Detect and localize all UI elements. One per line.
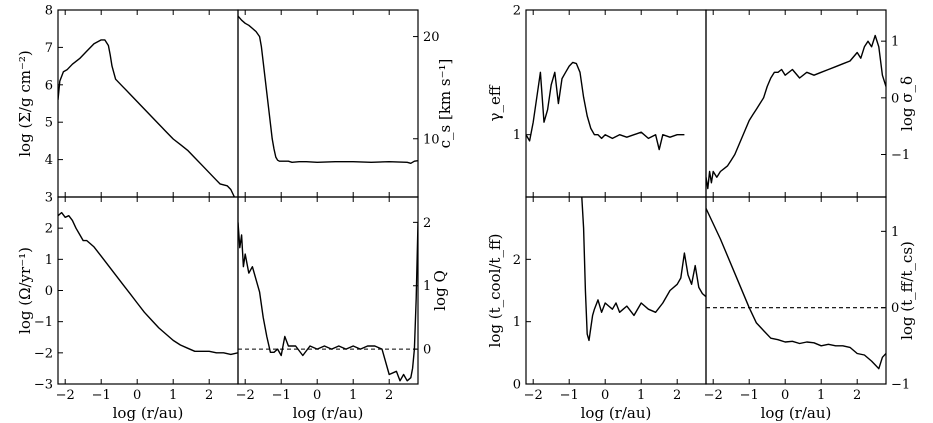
series-line-left-top-right [238,15,418,164]
y-tick-label: 2 [423,216,431,231]
x-tick-label: 2 [673,388,681,403]
y-tick-label: −1 [34,315,53,330]
y-axis-label: log (Ω/yr⁻¹) [16,247,34,334]
y-tick-label: 4 [45,153,53,168]
axes-frame [57,9,239,198]
x-tick-label: −1 [272,388,291,403]
y-tick-label: −3 [34,378,53,393]
x-tick-label: −2 [704,388,723,403]
x-axis-label: log (r/au) [293,404,364,422]
series-line-right-top-right [706,34,886,190]
y-tick-label: 7 [45,41,53,56]
x-tick-label: −2 [56,388,75,403]
y-tick-label: −1 [891,148,910,163]
panel-right-top-left: 1 2 γ_eff [486,4,707,198]
x-tick-label: −2 [236,388,255,403]
series-line-right-top-left [526,61,685,151]
x-tick-label: 0 [601,388,609,403]
y-tick-label: 0 [423,343,431,358]
panel-left-top-left: 3 4 5 6 7 8 log (Σ/g cm⁻²) [16,4,239,206]
series-line-left-bottom-right [238,222,418,382]
x-tick-label: 1 [349,388,357,403]
y-tick-label: −2 [34,346,53,361]
y-tick-label: 2 [513,253,521,268]
y-tick-label: 1 [513,315,521,330]
axes-frame [705,9,887,198]
y-tick-label: 1 [423,279,431,294]
y-tick-label: −1 [891,378,910,393]
axes-frame [237,196,419,385]
axes-frame [57,196,239,385]
x-tick-label: 1 [637,388,645,403]
y-tick-label: 3 [45,191,53,206]
axes-frame [525,196,707,385]
y-tick-label: 1 [891,35,899,50]
y-axis-label: log σ_δ [898,76,916,131]
y-axis-label: log (Σ/g cm⁻²) [16,50,34,157]
x-axis-label: log (r/au) [113,404,184,422]
panel-right-top-right: −1 0 1 log σ_δ [705,9,916,198]
x-tick-label: −1 [560,388,579,403]
y-tick-label: 2 [513,4,521,19]
y-axis-label: c_s [km s⁻¹] [436,59,454,149]
x-tick-label: 2 [853,388,861,403]
x-tick-label: −1 [740,388,759,403]
y-tick-label: 2 [45,222,53,237]
y-tick-label: 1 [891,225,899,240]
x-axis-label: log (r/au) [761,404,832,422]
y-tick-label: 0 [45,284,53,299]
panel-left-top-right: 10 20 c_s [km s⁻¹] [237,9,454,198]
x-tick-label: 2 [385,388,393,403]
y-tick-label: 0 [891,301,899,316]
x-tick-label: 2 [205,388,213,403]
y-axis-label: log (t_cool/t_ff) [486,234,504,348]
x-tick-label: −1 [92,388,111,403]
y-tick-label: 6 [45,78,53,93]
series-line-right-bottom-right [706,208,886,370]
y-tick-label: 5 [45,116,53,131]
y-tick-label: 10 [423,132,440,147]
axes-frame [705,196,887,385]
y-axis-label: γ_eff [486,84,504,121]
series-line-left-top-left [58,39,236,197]
x-tick-label: 0 [313,388,321,403]
axes-frame [525,9,707,198]
y-tick-label: 0 [513,378,521,393]
y-tick-label: 8 [45,4,53,19]
x-tick-label: 0 [133,388,141,403]
x-tick-label: 1 [169,388,177,403]
x-axis-label: log (r/au) [581,404,652,422]
y-tick-label: 1 [45,253,53,268]
y-axis-label: log Q [431,270,449,311]
y-tick-label: 1 [513,128,521,143]
x-tick-label: 1 [817,388,825,403]
series-line-left-bottom-left [58,211,238,356]
x-tick-label: 0 [781,388,789,403]
y-axis-label: log (t_ff/t_cs) [898,241,916,340]
y-tick-label: 20 [423,30,440,45]
x-tick-label: −2 [524,388,543,403]
series-line-right-bottom-left [581,197,706,342]
y-tick-label: 0 [891,91,899,106]
axes-frame [237,9,419,198]
